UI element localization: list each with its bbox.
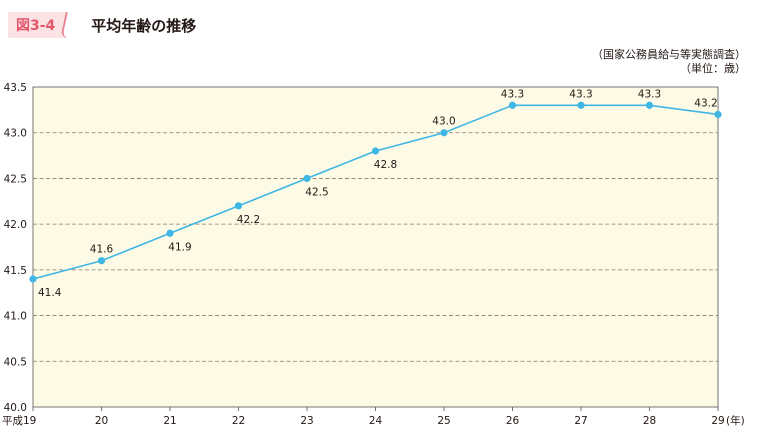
data-point (166, 229, 174, 237)
data-label: 41.6 (90, 244, 114, 256)
x-tick-label: 平成19 (2, 415, 36, 427)
y-tick-label: 41.5 (4, 265, 27, 277)
x-tick-label: 25 (437, 415, 450, 427)
data-label: 43.3 (501, 88, 524, 100)
x-tick-label: 22 (232, 415, 245, 427)
data-label: 42.5 (305, 186, 328, 198)
x-tick-label: 24 (369, 415, 383, 427)
source-note: （国家公務員給与等実態調査） （単位：歳） (592, 48, 746, 76)
y-tick-label: 41.0 (4, 311, 27, 323)
y-tick-label: 42.5 (4, 173, 27, 185)
data-point (714, 110, 722, 119)
x-axis-unit: (年) (726, 414, 745, 427)
y-tick-label: 43.5 (4, 82, 27, 94)
x-tick-label: 28 (643, 415, 656, 427)
x-tick-label: 21 (163, 415, 176, 427)
x-tick-label: 26 (506, 415, 520, 427)
data-label: 41.9 (168, 241, 191, 253)
y-tick-label: 42.0 (4, 219, 27, 231)
data-label: 43.0 (432, 116, 455, 128)
x-tick-label: 29 (711, 415, 724, 427)
data-label: 43.3 (569, 88, 592, 100)
data-point (508, 101, 517, 109)
x-tick-label: 20 (95, 415, 108, 427)
x-tick-label: 23 (300, 415, 313, 427)
data-point (440, 129, 448, 137)
y-tick-label: 40.5 (4, 356, 27, 368)
data-label: 43.2 (694, 97, 717, 109)
data-point (97, 257, 106, 265)
figure-number-badge: 図3-4 (8, 12, 70, 38)
data-label: 43.3 (638, 88, 661, 100)
figure-title: 平均年齢の推移 (91, 16, 197, 35)
y-tick-label: 43.0 (4, 128, 27, 140)
data-point (29, 275, 37, 283)
data-point (645, 101, 654, 109)
figure-header: 図3-4 平均年齢の推移 (8, 11, 196, 39)
x-tick-label: 27 (574, 415, 587, 427)
source-line: （国家公務員給与等実態調査） (592, 48, 746, 61)
data-label: 42.8 (374, 159, 397, 171)
data-label: 42.2 (237, 214, 260, 226)
data-point (234, 202, 243, 210)
data-point (303, 174, 311, 183)
data-point (577, 101, 585, 109)
data-point (371, 147, 380, 155)
unit-line: （単位：歳） (680, 62, 746, 75)
y-tick-label: 40.0 (4, 402, 27, 414)
data-label: 41.4 (38, 287, 62, 299)
plot-area (32, 86, 719, 408)
